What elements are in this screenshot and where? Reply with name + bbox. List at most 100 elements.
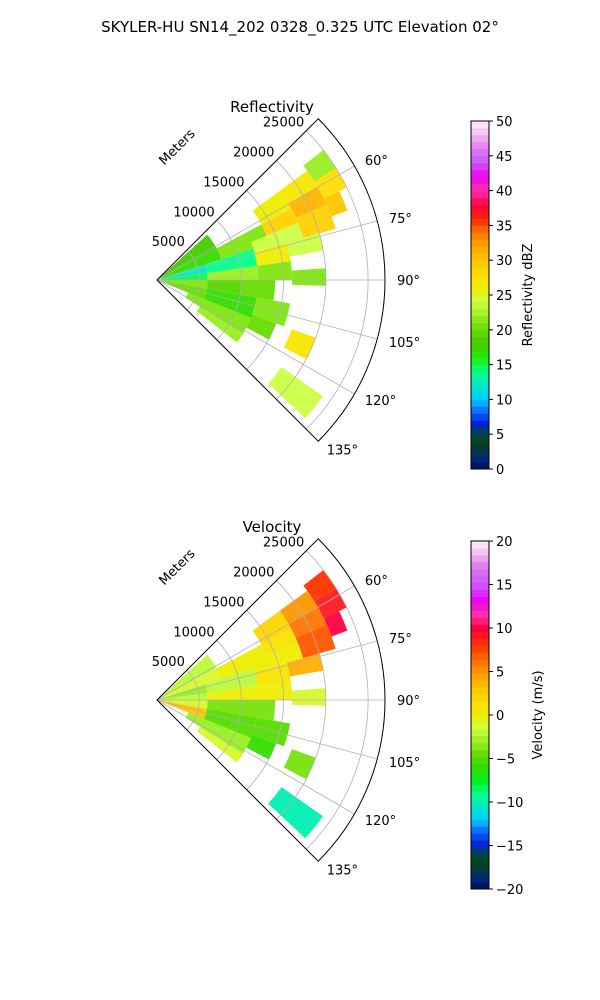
velocity-echo-cell	[261, 628, 298, 656]
velocity-colorbar-segment	[471, 596, 489, 605]
velocity-echo-cell	[161, 700, 208, 709]
reflectivity-azimuth-tick-label: 135°	[327, 444, 358, 459]
reflectivity-echo-cell	[314, 168, 347, 199]
velocity-colorbar-segment	[471, 673, 489, 681]
reflectivity-colorbar-segment	[471, 364, 489, 372]
reflectivity-range-tick-label: 20000	[233, 146, 274, 161]
reflectivity-radial-label: Meters	[157, 126, 199, 168]
velocity-grid-layer: 5000 10000 15000 20000 25000 60° 75° 90° 105° 120…	[152, 536, 420, 879]
reflectivity-grid-layer: 5000 10000 15000 20000 25000 60° 75° 90° 105° 120…	[152, 116, 420, 459]
reflectivity-colorbar-tick-label: 20	[496, 324, 513, 339]
velocity-azimuth-spoke	[156, 585, 355, 701]
velocity-colorbar-segment	[471, 603, 489, 611]
velocity-panel: Velocity 5000 10000 15000 20000 25000 60° 75° 9…	[152, 518, 546, 898]
reflectivity-echo-cell	[323, 191, 348, 217]
reflectivity-echo-layer	[160, 150, 348, 419]
reflectivity-echo-cell	[288, 187, 327, 219]
reflectivity-echo-cell	[283, 329, 316, 360]
velocity-colorbar-segment	[471, 631, 489, 639]
velocity-colorbar-segment	[471, 826, 489, 834]
velocity-colorbar-segment	[471, 756, 489, 765]
velocity-colorbar-segment	[471, 798, 489, 806]
reflectivity-colorbar-segment	[471, 308, 489, 317]
velocity-colorbar-segment	[471, 770, 489, 779]
reflectivity-colorbar-segment	[471, 155, 489, 164]
velocity-azimuth-tick-label: 75°	[389, 632, 412, 647]
velocity-colorbar-segment	[471, 687, 489, 695]
reflectivity-azimuth-spoke	[156, 165, 355, 281]
velocity-colorbar-segment	[471, 728, 489, 737]
reflectivity-colorbar-segment	[471, 448, 489, 456]
velocity-colorbar-segment	[471, 561, 489, 570]
velocity-colorbar-segment	[471, 652, 489, 660]
reflectivity-colorbar-segment	[471, 371, 489, 379]
reflectivity-panel: Reflectivity 5000 10000 15000 20000 25000 60°…	[152, 98, 536, 478]
reflectivity-echo-cell	[291, 268, 326, 286]
velocity-title: Velocity	[243, 518, 302, 536]
reflectivity-colorbar-segment	[471, 455, 489, 463]
velocity-colorbar-label: Velocity (m/s)	[531, 670, 546, 759]
velocity-azimuth-spoke	[156, 699, 378, 760]
velocity-colorbar-segment	[471, 659, 489, 667]
reflectivity-colorbar-segment	[471, 413, 489, 421]
velocity-echo-cell	[240, 700, 276, 721]
velocity-colorbar-segment	[471, 861, 489, 869]
velocity-colorbar-segment	[471, 784, 489, 792]
velocity-colorbar-tick-label: −5	[496, 753, 515, 768]
velocity-range-tick-label: 5000	[152, 655, 185, 670]
reflectivity-range-tick-label: 5000	[152, 235, 185, 250]
velocity-echo-layer	[160, 570, 348, 839]
reflectivity-range-tick-label: 10000	[173, 205, 214, 220]
reflectivity-echo-cell	[261, 208, 298, 236]
reflectivity-colorbar-segment	[471, 176, 489, 185]
reflectivity-sector-frame	[156, 118, 386, 442]
reflectivity-echo-cell	[246, 314, 277, 340]
reflectivity-echo-cell	[268, 367, 324, 419]
reflectivity-colorbar-segment	[471, 357, 489, 365]
velocity-echo-cell	[252, 610, 292, 645]
reflectivity-echo-cell	[160, 248, 222, 279]
reflectivity-colorbar-tick-label: 10	[496, 393, 513, 408]
velocity-colorbar-segment	[471, 582, 489, 591]
reflectivity-colorbar-segment	[471, 246, 489, 254]
velocity-colorbar-segment	[471, 701, 489, 709]
reflectivity-echo-cell	[250, 223, 304, 253]
reflectivity-echo-cell	[254, 242, 291, 266]
velocity-echo-cell	[291, 688, 326, 706]
velocity-colorbar-segment	[471, 708, 489, 716]
reflectivity-colorbar-segment	[471, 253, 489, 261]
reflectivity-echo-cell	[196, 306, 243, 343]
reflectivity-colorbar-segment	[471, 274, 489, 282]
reflectivity-echo-cell	[303, 150, 337, 182]
reflectivity-colorbar-segment	[471, 343, 489, 352]
velocity-colorbar-segment	[471, 875, 489, 883]
figure-suptitle: SKYLER-HU SN14_202 0328_0.325 UTC Elevat…	[101, 18, 499, 37]
reflectivity-colorbar-segment	[471, 239, 489, 247]
reflectivity-colorbar-segment	[471, 350, 489, 359]
velocity-azimuth-tick-label: 60°	[365, 574, 388, 589]
velocity-echo-cell	[288, 607, 327, 639]
reflectivity-colorbar-tick-label: 50	[496, 115, 513, 130]
reflectivity-colorbar-segment	[471, 169, 489, 178]
reflectivity-colorbar-segment	[471, 329, 489, 338]
velocity-colorbar-tick-label: 0	[496, 709, 504, 724]
velocity-azimuth-tick-label: 105°	[389, 756, 420, 771]
reflectivity-colorbar-segment	[471, 127, 489, 136]
reflectivity-range-tick-label: 25000	[263, 116, 304, 131]
velocity-colorbar-segment	[471, 645, 489, 653]
velocity-range-tick-label: 15000	[203, 595, 244, 610]
reflectivity-colorbar-tick-label: 15	[496, 359, 513, 374]
velocity-echo-cell	[185, 712, 251, 754]
reflectivity-colorbar-segment	[471, 267, 489, 275]
reflectivity-colorbar-segment	[471, 295, 489, 303]
velocity-echo-cell	[160, 654, 217, 699]
velocity-echo-cell	[216, 644, 270, 680]
reflectivity-echo-cell	[240, 280, 276, 301]
reflectivity-echo-cell	[161, 280, 208, 289]
velocity-colorbar-segment	[471, 554, 489, 563]
velocity-range-tick-label: 20000	[233, 566, 274, 581]
reflectivity-colorbar-tick-label: 0	[496, 463, 504, 478]
reflectivity-echo-cell	[160, 280, 207, 299]
reflectivity-colorbar-tick-label: 25	[496, 289, 513, 304]
